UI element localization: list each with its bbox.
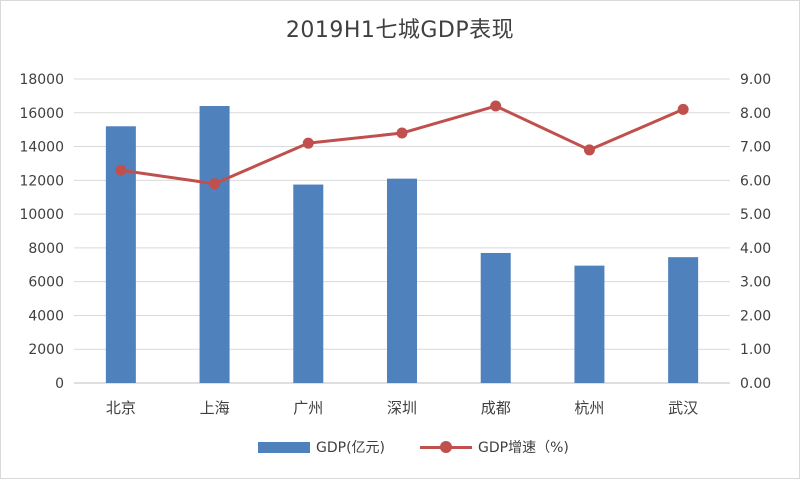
bar [293, 184, 324, 383]
left-tick-label: 8000 [28, 241, 64, 257]
legend-label-gdp: GDP(亿元) [316, 440, 385, 456]
right-axis-ticks: 0.00 1.00 2.00 3.00 4.00 5.00 6.00 7.00 8.00 9.00 [740, 72, 771, 392]
line-point [396, 127, 408, 139]
left-tick-label: 6000 [28, 275, 64, 291]
line-point [583, 144, 595, 156]
category-label: 北京 [106, 399, 136, 417]
left-tick-label: 12000 [19, 173, 64, 189]
left-tick-label: 4000 [28, 308, 64, 324]
right-tick-label: 3.00 [740, 275, 771, 291]
left-tick-label: 10000 [19, 207, 64, 223]
left-tick-label: 16000 [19, 106, 64, 122]
left-tick-label: 0 [55, 376, 64, 392]
left-tick-label: 18000 [19, 72, 64, 88]
bar [480, 252, 511, 383]
bar [387, 178, 417, 383]
right-tick-label: 5.00 [740, 207, 771, 223]
left-tick-label: 14000 [19, 140, 64, 156]
bar-series [105, 106, 699, 384]
legend-item-growth: GDP增速（%) [420, 434, 569, 460]
legend-item-gdp: GDP(亿元) [258, 434, 385, 460]
category-label: 武汉 [668, 399, 698, 417]
bar [668, 257, 699, 383]
legend-swatch-line [420, 440, 472, 454]
right-tick-label: 2.00 [740, 308, 771, 324]
right-tick-label: 4.00 [740, 241, 771, 257]
line-point [490, 100, 502, 112]
left-axis-ticks: 0 2000 4000 6000 8000 10000 12000 14000 16000 180… [19, 72, 64, 392]
right-tick-label: 1.00 [740, 342, 771, 358]
right-tick-label: 8.00 [740, 106, 771, 122]
left-tick-label: 2000 [28, 342, 64, 358]
line-point [115, 164, 127, 176]
right-tick-label: 6.00 [740, 173, 771, 189]
legend-swatch-bar [258, 441, 310, 453]
category-label: 上海 [200, 399, 230, 417]
line-point [677, 103, 689, 115]
category-axis-labels: 北京 上海 广州 深圳 成都 杭州 武汉 [106, 399, 698, 417]
right-tick-label: 0.00 [740, 376, 771, 392]
right-tick-label: 9.00 [740, 72, 771, 88]
line-point [209, 178, 221, 190]
line-series [115, 100, 689, 190]
category-label: 深圳 [387, 399, 417, 417]
right-tick-label: 7.00 [740, 140, 771, 156]
legend-label-growth: GDP增速（%) [478, 440, 569, 456]
legend: GDP(亿元) GDP增速（%) [0, 434, 800, 460]
category-label: 杭州 [574, 399, 604, 417]
chart-title: 2019H1七城GDP表现 [285, 18, 515, 43]
bar [199, 106, 230, 384]
category-label: 成都 [481, 399, 511, 417]
line-point [302, 137, 314, 149]
bar [574, 265, 605, 383]
category-label: 广州 [293, 399, 323, 417]
